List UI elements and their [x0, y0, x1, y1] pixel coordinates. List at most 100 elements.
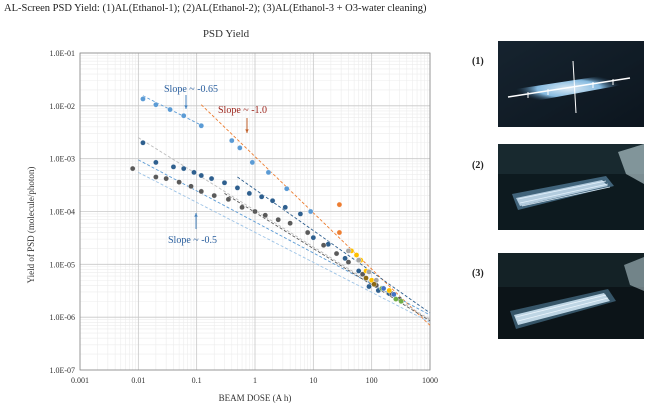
data-point — [371, 281, 377, 288]
photo-3-label: (3) — [472, 268, 484, 279]
data-point — [282, 204, 289, 211]
data-point — [246, 190, 253, 197]
y-axis-label: Yield of PSD (molecule/photon) — [26, 167, 36, 284]
screen-photo-3-image — [498, 253, 644, 339]
data-point — [359, 271, 366, 278]
annotation-arrows — [184, 95, 249, 229]
y-tick-label: 1.0E-07 — [49, 366, 75, 375]
x-tick-label: 10 — [309, 376, 317, 385]
data-point — [191, 169, 197, 176]
photo-2-label: (2) — [472, 160, 484, 171]
data-point — [304, 229, 311, 236]
data-point — [366, 283, 372, 290]
data-point — [353, 252, 360, 258]
screen-photo-1 — [498, 41, 644, 127]
y-tick-label: 1.0E-06 — [49, 313, 75, 322]
data-point — [355, 257, 362, 263]
psd-yield-chart: 0.001 0.01 0.1 1 10 100 1000 1.0E-07 1.0E-06 1.0E… — [26, 28, 438, 403]
data-point — [225, 196, 232, 203]
data-point — [287, 220, 293, 227]
annotation-slope-05: Slope ~ -0.5 — [168, 235, 217, 246]
trendline — [237, 176, 431, 314]
data-point — [297, 211, 304, 217]
data-point — [234, 185, 241, 191]
data-point — [153, 159, 159, 166]
plot-border — [79, 52, 431, 371]
x-tick-label: 0.001 — [71, 376, 89, 385]
data-point — [140, 139, 146, 146]
data-point — [176, 179, 182, 185]
data-point — [180, 112, 187, 119]
data-point — [198, 188, 205, 195]
data-point — [342, 255, 348, 262]
plot-frame — [79, 52, 431, 371]
y-tick-label: 1.0E-05 — [49, 260, 75, 269]
y-tick-label: 1.0E-03 — [49, 155, 75, 164]
x-tick-label: 1000 — [422, 376, 438, 385]
data-point — [363, 275, 369, 281]
data-point — [310, 234, 317, 241]
data-point — [307, 208, 314, 215]
data-point — [283, 185, 290, 192]
y-tick-label: 1.0E-04 — [49, 208, 75, 217]
data-point — [398, 298, 404, 305]
page-header: AL-Screen PSD Yield: (1)AL(Ethanol-1); (… — [4, 3, 427, 14]
trendline — [200, 104, 431, 326]
data-point — [170, 164, 177, 170]
annotation-slope-10: Slope ~ -1.0 — [218, 105, 267, 116]
data-point — [275, 216, 282, 223]
data-point — [249, 159, 256, 166]
data-point — [208, 175, 215, 182]
data-point — [239, 204, 245, 211]
data-point — [188, 183, 194, 190]
data-point — [366, 269, 372, 275]
data-point — [237, 145, 243, 151]
data-point — [380, 285, 387, 292]
data-point — [269, 197, 276, 204]
data-points — [129, 96, 404, 305]
screen-photo-3 — [498, 253, 644, 339]
y-tick-label: 1.0E-02 — [49, 102, 75, 111]
data-point — [129, 165, 136, 172]
data-point — [163, 175, 169, 182]
x-tick-label: 0.01 — [131, 376, 145, 385]
data-point — [252, 208, 258, 215]
trendline — [138, 171, 431, 323]
x-axis-label: BEAM DOSE (A h) — [219, 393, 292, 403]
data-point — [153, 101, 159, 108]
data-point — [336, 201, 343, 208]
x-tick-label: 0.1 — [192, 376, 202, 385]
trendlines — [138, 95, 431, 326]
data-point — [345, 259, 352, 265]
arrow-slope-05-head — [194, 213, 198, 217]
data-point — [393, 296, 399, 302]
data-point — [265, 169, 272, 176]
data-point — [333, 250, 340, 257]
data-point — [228, 137, 235, 144]
data-point — [262, 212, 269, 219]
annotation-slope-065: Slope ~ -0.65 — [164, 84, 218, 95]
data-point — [221, 179, 228, 186]
data-point — [355, 268, 362, 274]
data-point — [386, 287, 393, 294]
screen-photo-2 — [498, 144, 644, 230]
data-point — [140, 96, 146, 102]
tick-labels: 0.001 0.01 0.1 1 10 100 1000 1.0E-07 1.0E-06 1.0E… — [49, 49, 438, 385]
data-point — [153, 174, 159, 180]
data-point — [211, 192, 218, 199]
x-tick-label: 1 — [253, 376, 257, 385]
arrow-slope-065-head — [184, 105, 188, 109]
chart-title: PSD Yield — [203, 28, 250, 40]
data-point — [258, 193, 265, 200]
data-point — [198, 122, 205, 129]
trendline — [138, 137, 431, 320]
screen-photo-1-image — [498, 41, 644, 127]
data-point — [391, 291, 397, 298]
x-tick-label: 100 — [366, 376, 378, 385]
y-tick-label: 1.0E-01 — [49, 49, 75, 58]
data-point — [325, 241, 332, 248]
arrow-slope-10-head — [245, 129, 249, 133]
screen-photo-2-image — [498, 144, 644, 230]
data-point — [198, 172, 205, 179]
data-point — [180, 165, 187, 172]
